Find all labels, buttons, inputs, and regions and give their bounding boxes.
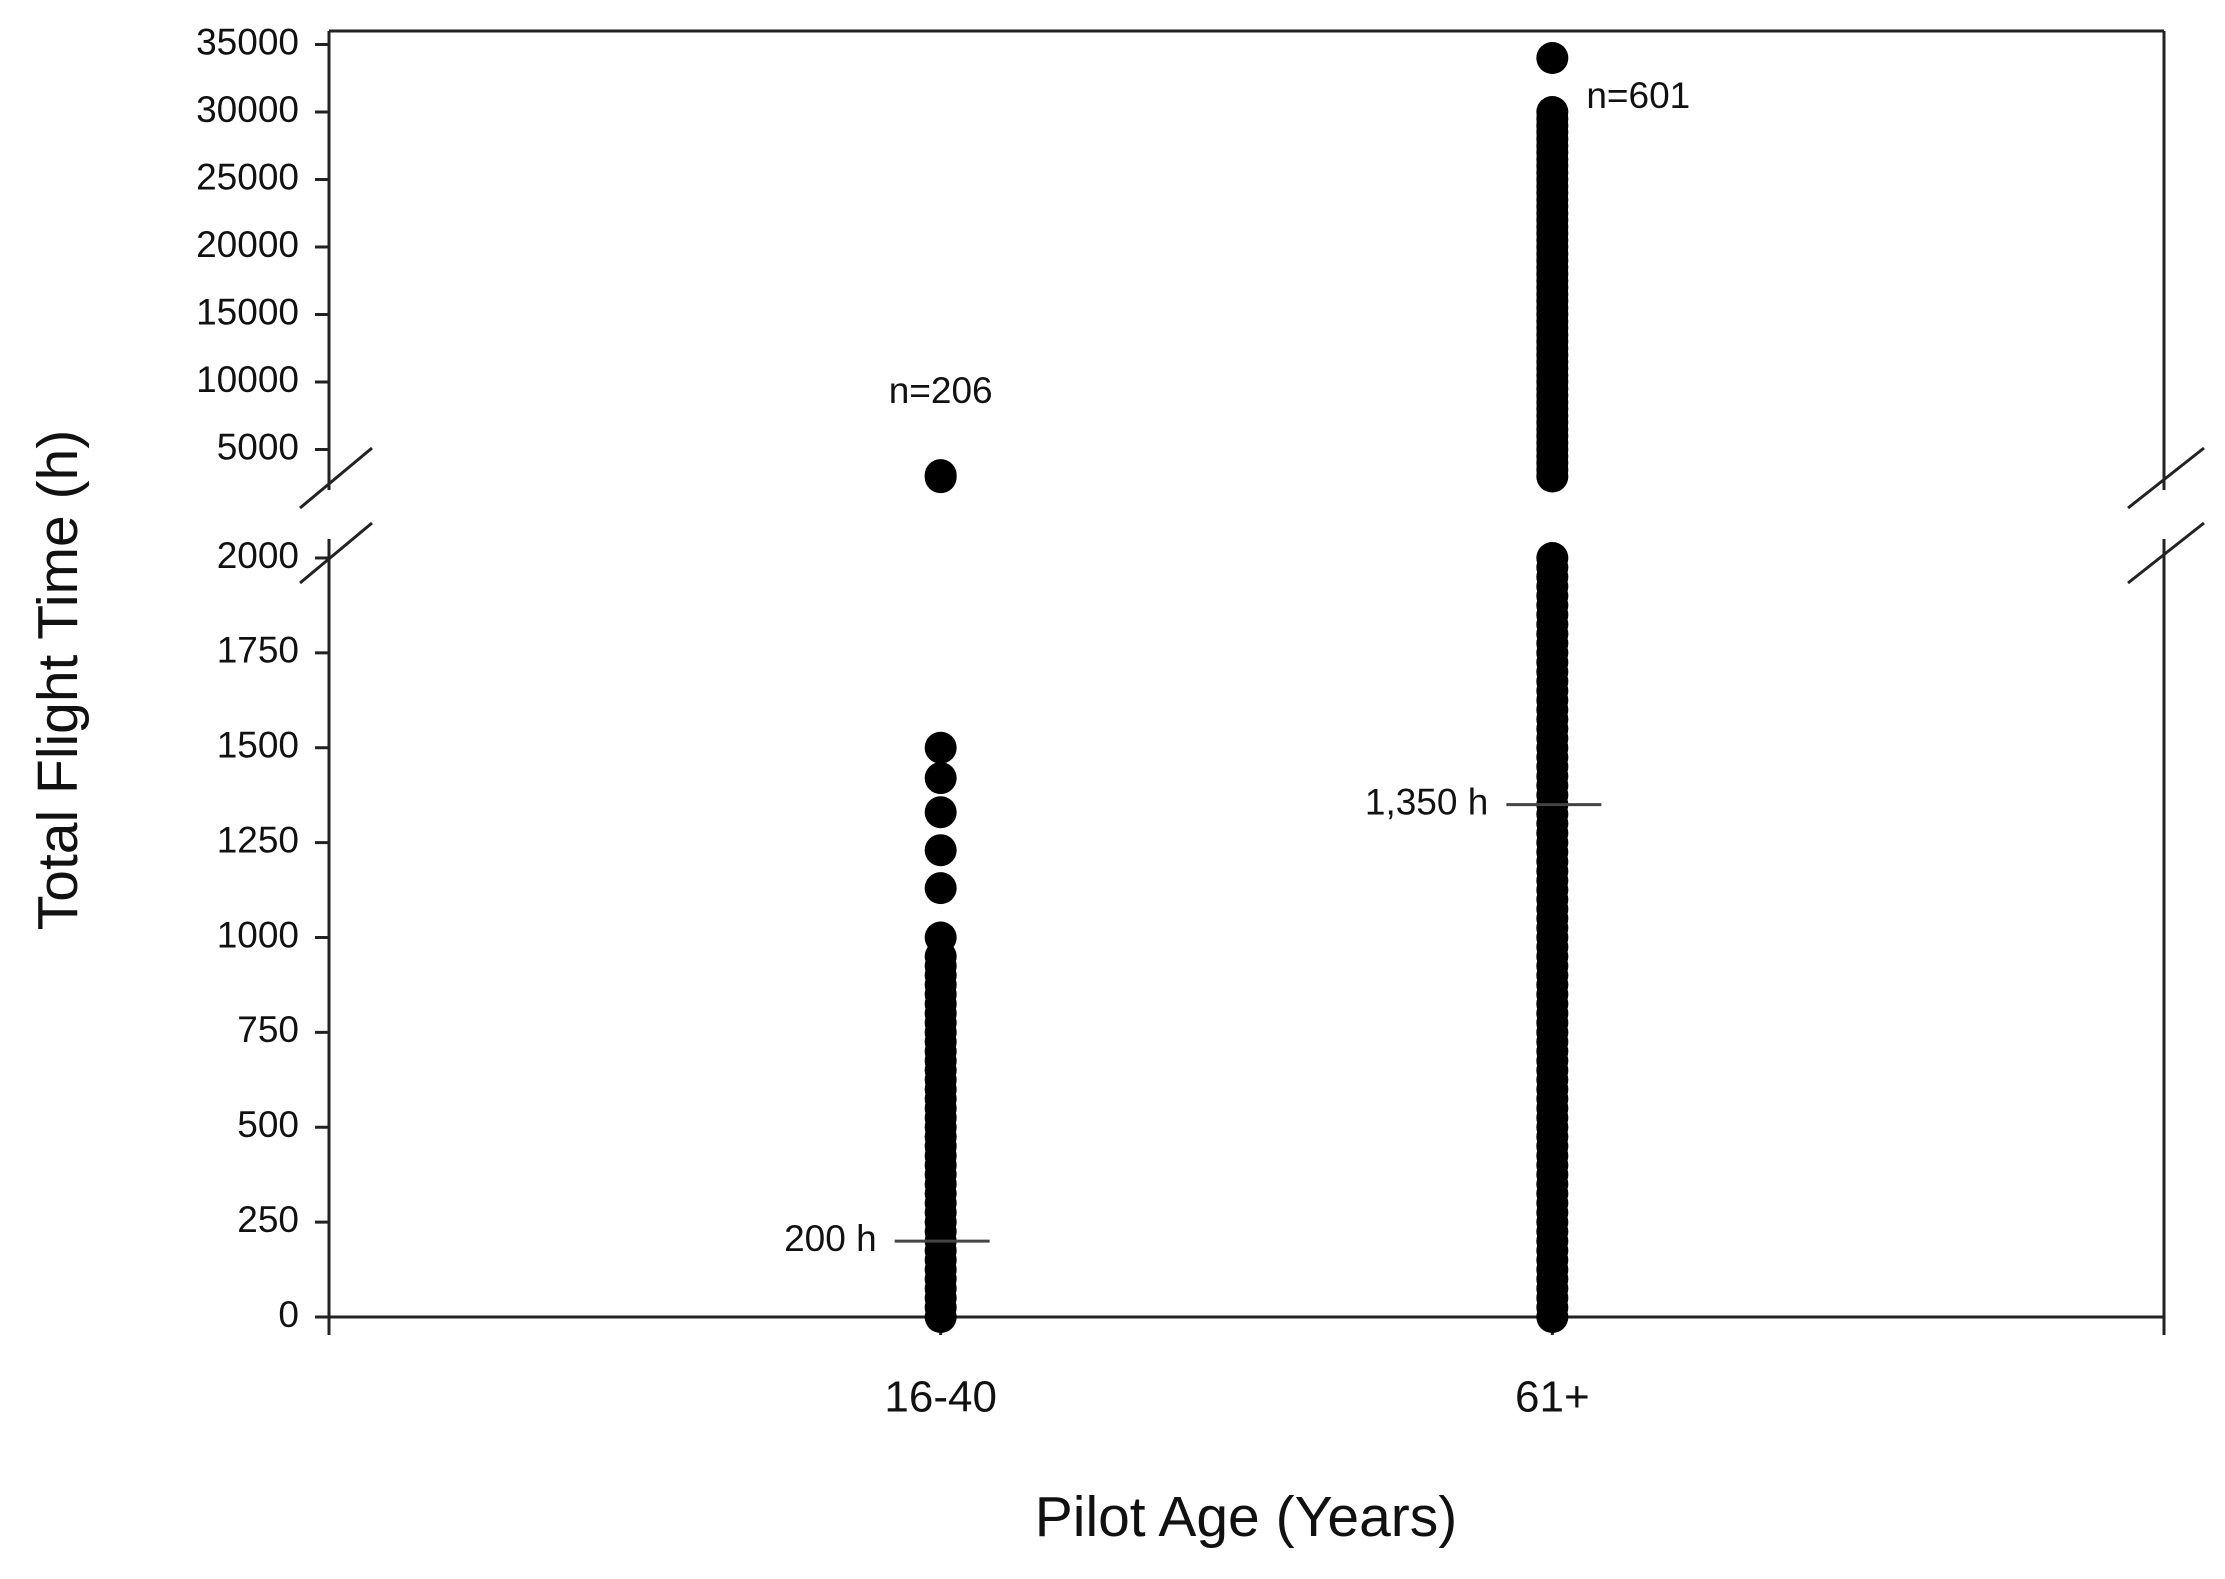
y-axis-title: Total Flight Time (h) bbox=[26, 430, 90, 930]
y-tick-label: 0 bbox=[278, 1294, 299, 1335]
y-tick-label: 20000 bbox=[196, 224, 299, 265]
break-mark bbox=[2127, 521, 2205, 585]
data-point bbox=[924, 459, 957, 492]
y-tick-label: 750 bbox=[237, 1009, 299, 1050]
data-point bbox=[924, 796, 957, 829]
count-label: n=601 bbox=[1586, 75, 1690, 116]
data-point bbox=[924, 834, 957, 867]
y-tick-label: 1750 bbox=[217, 630, 299, 671]
y-tick-label: 1250 bbox=[217, 819, 299, 860]
y-tick-label: 15000 bbox=[196, 291, 299, 332]
data-point bbox=[1536, 42, 1569, 74]
data-point bbox=[924, 762, 957, 795]
y-tick-label: 2000 bbox=[217, 535, 299, 576]
y-tick-label: 30000 bbox=[196, 89, 299, 130]
data-point bbox=[924, 921, 957, 954]
median-label: 200 h bbox=[784, 1218, 877, 1259]
axes-frame bbox=[299, 29, 2205, 1335]
y-tick-label: 10000 bbox=[196, 359, 299, 400]
data-point bbox=[1536, 96, 1569, 128]
x-tick-label: 61+ bbox=[1515, 1373, 1590, 1422]
data-point bbox=[1536, 541, 1569, 574]
break-mark bbox=[2127, 446, 2205, 510]
y-tick-label: 250 bbox=[237, 1199, 299, 1240]
x-axis-title: Pilot Age (Years) bbox=[1035, 1485, 1457, 1549]
break-mark bbox=[299, 521, 373, 585]
y-tick-label: 25000 bbox=[196, 156, 299, 197]
y-tick-label: 1500 bbox=[217, 725, 299, 766]
median-label: 1,350 h bbox=[1365, 781, 1488, 822]
break-mark bbox=[299, 446, 373, 510]
y-tick-label: 35000 bbox=[196, 21, 299, 62]
x-tick-label: 16-40 bbox=[884, 1373, 997, 1422]
data-point bbox=[924, 872, 957, 905]
y-tick-label: 1000 bbox=[217, 914, 299, 955]
y-tick-label: 5000 bbox=[217, 426, 299, 467]
count-label: n=206 bbox=[889, 370, 993, 411]
data-point bbox=[924, 731, 957, 764]
y-tick-label: 500 bbox=[237, 1104, 299, 1145]
